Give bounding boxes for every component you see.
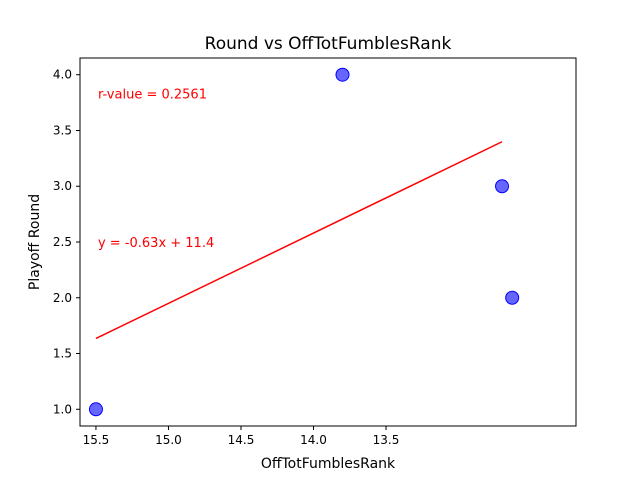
y-tick-label: 3.5 [53,123,72,137]
annotation-text: y = -0.63x + 11.4 [98,236,214,251]
data-point [335,67,350,82]
data-point [88,402,103,417]
regression-line [95,141,503,340]
y-axis-label: Playoff Round [27,194,43,290]
x-tick-label: 14.5 [228,433,255,447]
y-tick-label: 2.0 [53,291,72,305]
y-tick-label: 2.5 [53,235,72,249]
x-axis-label: OffTotFumblesRank [261,456,396,472]
x-tick-label: 15.0 [155,433,182,447]
plot-area: 15.5 15.0 14.5 14.0 13.5 1.0 1.5 2.0 2.5 3.0 3.5 4.… [53,57,577,447]
data-point [495,179,510,194]
x-tick-label: 14.0 [300,433,327,447]
y-tick-label: 1.5 [53,347,72,361]
y-tick-label: 4.0 [53,68,72,82]
annotation-text: r-value = 0.2561 [98,88,207,103]
y-tick-label: 1.0 [53,402,72,416]
chart-title: Round vs OffTotFumblesRank [205,34,452,54]
y-tick-label: 3.0 [53,179,72,193]
data-point [505,290,520,305]
x-tick-label: 15.5 [83,433,110,447]
x-tick-label: 13.5 [373,433,400,447]
